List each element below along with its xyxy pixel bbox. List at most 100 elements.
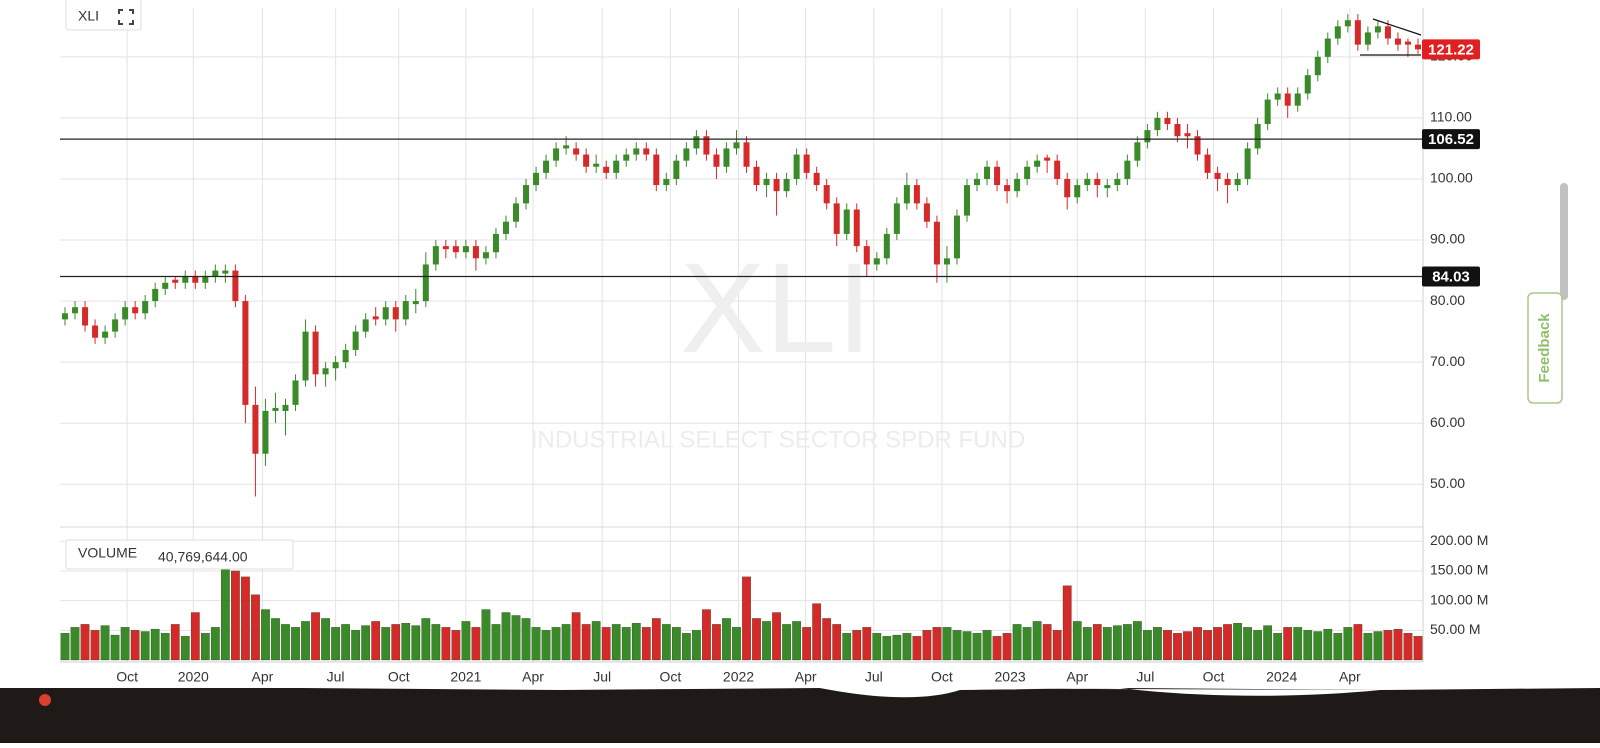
volume-bar <box>271 618 280 661</box>
volume-bar <box>311 612 320 661</box>
candle-body <box>1004 185 1011 192</box>
candle-body <box>1014 178 1021 192</box>
candle-body <box>452 246 459 253</box>
volume-bar <box>1002 633 1012 661</box>
candle-body <box>462 246 469 253</box>
candle-body <box>482 252 489 259</box>
volume-bar <box>581 624 591 661</box>
candle-body <box>1154 117 1161 131</box>
volume-bar <box>491 624 501 661</box>
volume-bar <box>1193 627 1202 661</box>
volume-bar <box>1273 633 1283 661</box>
candle-body <box>122 307 129 320</box>
volume-bar <box>351 630 361 661</box>
feedback-label: Feedback <box>1536 313 1553 383</box>
volume-bar <box>601 627 611 661</box>
candle-body <box>553 148 560 161</box>
candle-body <box>512 203 520 222</box>
symbol: XLI <box>78 8 99 24</box>
candle-body <box>843 209 850 234</box>
volume-bar <box>1213 627 1222 661</box>
candle-body <box>1264 99 1271 125</box>
grid <box>60 8 1423 662</box>
candle-body <box>893 203 900 234</box>
volume-bar <box>70 627 80 661</box>
candle-body <box>492 233 499 253</box>
candle-body <box>1384 26 1391 39</box>
volume-tick-label: 200.00 M <box>1430 532 1488 548</box>
volume-bar <box>1293 627 1303 661</box>
candle-body <box>72 307 79 314</box>
candle-body <box>502 221 509 234</box>
level-tag <box>1422 266 1480 287</box>
x-tick-label: Jul <box>593 669 611 685</box>
volume-bar <box>651 618 661 661</box>
candle-body <box>733 142 740 149</box>
volume-bar <box>992 636 1002 661</box>
volume-bar <box>782 624 791 661</box>
volume-bar <box>1183 631 1192 661</box>
volume-bar <box>611 624 621 661</box>
candle-body <box>1114 178 1121 186</box>
feedback-frame <box>1527 292 1563 404</box>
fullscreen-icon[interactable] <box>118 9 134 25</box>
volume-bar <box>531 627 541 661</box>
candle-body <box>823 185 830 204</box>
volume-bar <box>1303 630 1313 661</box>
candle-body <box>1374 26 1381 33</box>
volume-bar <box>972 633 982 661</box>
feedback-tab[interactable]: Feedback <box>1527 292 1563 404</box>
volume-bar <box>521 618 531 661</box>
volume-bar <box>160 633 170 661</box>
candle-body <box>1224 178 1231 186</box>
volume-bar <box>902 633 912 661</box>
volume-bar <box>942 627 952 661</box>
y-tick-label: 80.00 <box>1430 292 1465 308</box>
volume-bar <box>1233 623 1242 661</box>
volume-bar <box>481 609 491 661</box>
candle-body <box>683 148 690 161</box>
volume-bar <box>471 627 481 661</box>
volume-bar <box>752 618 761 661</box>
volume-bar <box>1403 633 1413 661</box>
candle-body <box>1184 133 1191 137</box>
volume-bar <box>842 633 852 661</box>
candle-body <box>593 163 600 167</box>
candle-body <box>332 362 339 369</box>
candle-body <box>82 307 89 326</box>
volume-bar <box>341 624 350 661</box>
volume-title: VOLUME <box>78 545 137 561</box>
volume-box-frame <box>65 539 294 570</box>
volume-bar <box>100 625 110 661</box>
volume-bar <box>952 630 962 661</box>
volume-bar <box>1163 630 1172 661</box>
candle-body <box>933 221 940 265</box>
candle-body <box>1084 178 1091 186</box>
candle-body <box>442 246 449 250</box>
volume-bar <box>1363 633 1373 661</box>
bottom-bar <box>0 688 1600 743</box>
volume-bar <box>60 633 70 661</box>
candle-body <box>92 325 99 338</box>
x-tick-label: Jul <box>327 669 345 685</box>
volume-bar <box>1042 624 1052 661</box>
volume-bar <box>1082 627 1092 661</box>
x-tick-label: Jul <box>1136 669 1154 685</box>
candle-body <box>192 276 199 283</box>
candle-body <box>1174 124 1181 137</box>
candle-body <box>1024 166 1031 179</box>
candle-body <box>352 331 359 350</box>
volume-bar <box>1313 631 1323 661</box>
symbol-box-frame <box>65 0 142 31</box>
volume-bar <box>692 630 701 661</box>
volume-bar <box>1393 628 1403 661</box>
volume-bar <box>1032 621 1042 661</box>
candle-body <box>563 145 570 149</box>
volume-bar <box>291 627 300 661</box>
scrollbar-thumb[interactable] <box>1560 183 1568 300</box>
trend-line <box>1372 18 1422 36</box>
volume-bar <box>241 576 250 661</box>
symbol-box[interactable]: XLI <box>65 0 142 31</box>
volume-bar <box>852 630 862 661</box>
volume-bar <box>401 623 411 661</box>
